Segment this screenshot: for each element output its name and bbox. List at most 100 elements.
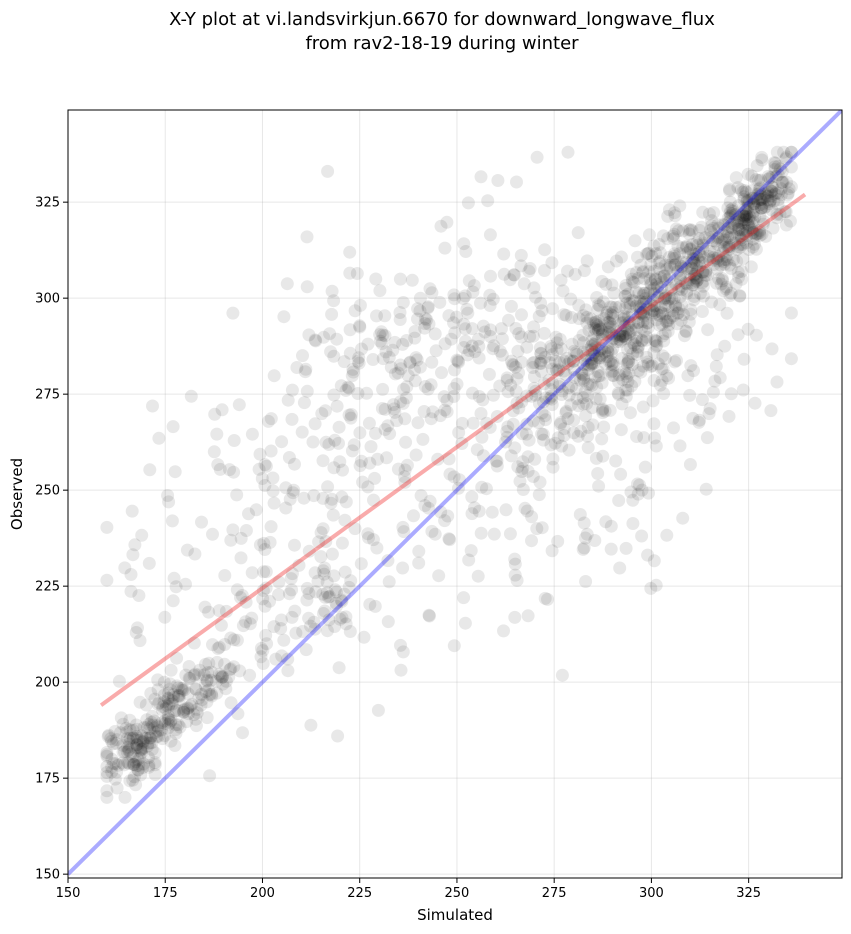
- scatter-point: [369, 272, 383, 286]
- scatter-point: [548, 436, 562, 450]
- scatter-point: [397, 525, 411, 539]
- scatter-point: [350, 267, 364, 280]
- scatter-point: [641, 247, 655, 261]
- scatter-point: [528, 452, 542, 466]
- scatter-point: [649, 299, 663, 313]
- scatter-point: [642, 265, 656, 279]
- scatter-point: [172, 693, 186, 706]
- scatter-point: [677, 308, 690, 322]
- scatter-point: [745, 169, 759, 183]
- scatter-point: [675, 283, 689, 297]
- scatter-point: [391, 366, 405, 380]
- scatter-point: [589, 352, 603, 366]
- scatter-point: [517, 277, 531, 291]
- scatter-point: [158, 717, 172, 730]
- scatter-point: [526, 361, 540, 374]
- scatter-point: [338, 513, 352, 527]
- scatter-point: [281, 664, 295, 678]
- scatter-point: [565, 311, 579, 324]
- scatter-point: [234, 531, 248, 545]
- scatter-point: [471, 332, 485, 346]
- scatter-point: [710, 252, 723, 265]
- scatter-point: [734, 183, 748, 197]
- scatter-point: [489, 454, 503, 468]
- scatter-point: [281, 393, 295, 407]
- scatter-point: [381, 615, 395, 629]
- scatter-point: [214, 669, 228, 683]
- scatter-point: [253, 447, 267, 461]
- scatter-point: [696, 265, 710, 279]
- scatter-point: [746, 226, 760, 240]
- scatter-point: [396, 520, 410, 534]
- scatter-point: [583, 358, 596, 372]
- scatter-point: [543, 356, 557, 370]
- scatter-point: [344, 574, 358, 588]
- scatter-point: [632, 300, 646, 314]
- scatter-point: [174, 682, 188, 695]
- scatter-point: [733, 240, 747, 254]
- scatter-point: [227, 434, 241, 447]
- chart-title-line2: from rav2-18-19 during winter: [305, 33, 579, 54]
- scatter-point: [393, 313, 407, 326]
- scatter-point: [657, 269, 671, 283]
- scatter-point: [137, 757, 151, 771]
- scatter-point: [170, 679, 184, 693]
- scatter-point: [189, 719, 203, 733]
- scatter-point: [569, 382, 583, 396]
- scatter-point: [422, 608, 436, 622]
- scatter-point: [423, 282, 437, 296]
- scatter-point: [726, 204, 740, 218]
- scatter-point: [777, 145, 791, 159]
- scatter-point: [272, 575, 286, 589]
- scatter-point: [585, 339, 598, 353]
- scatter-point: [662, 299, 675, 313]
- scatter-point: [700, 268, 714, 282]
- scatter-point: [204, 665, 218, 679]
- scatter-point: [666, 229, 680, 243]
- scatter-point: [487, 527, 501, 541]
- scatter-point: [686, 278, 700, 292]
- scatter-point: [107, 757, 121, 770]
- scatter-point: [611, 386, 625, 400]
- scatter-point: [646, 293, 660, 307]
- scatter-point: [693, 248, 707, 262]
- scatter-point: [769, 170, 783, 183]
- scatter-point: [729, 277, 743, 291]
- scatter-point: [588, 328, 602, 341]
- scatter-point: [658, 292, 672, 306]
- scatter-point: [371, 703, 385, 717]
- scatter-point: [755, 227, 769, 241]
- scatter-point: [500, 424, 514, 438]
- scatter-point: [587, 316, 601, 330]
- scatter-point: [118, 790, 132, 804]
- scatter-point: [674, 274, 688, 288]
- scatter-point: [683, 388, 697, 402]
- scatter-point: [200, 711, 214, 725]
- scatter-point: [572, 334, 586, 347]
- scatter-point: [767, 194, 781, 208]
- scatter-point: [614, 333, 628, 347]
- scatter-point: [481, 194, 495, 208]
- scatter-point: [693, 259, 707, 273]
- scatter-point: [534, 357, 548, 370]
- scatter-point: [258, 543, 272, 556]
- scatter-point: [374, 325, 388, 339]
- scatter-point: [623, 297, 637, 311]
- x-tick-label: 200: [250, 886, 275, 901]
- scatter-point: [647, 299, 661, 313]
- scatter-point: [257, 536, 271, 550]
- scatter-point: [545, 392, 559, 406]
- scatter-point: [635, 307, 649, 321]
- scatter-point: [188, 667, 202, 681]
- scatter-point: [125, 504, 139, 518]
- scatter-point: [598, 345, 612, 359]
- scatter-point: [363, 597, 377, 611]
- scatter-point: [674, 267, 687, 281]
- scatter-point: [606, 342, 620, 356]
- scatter-point: [614, 467, 628, 481]
- scatter-point: [393, 272, 407, 286]
- scatter-point: [298, 365, 312, 379]
- scatter-point: [521, 450, 535, 464]
- scatter-point: [666, 309, 680, 323]
- scatter-point: [215, 403, 229, 417]
